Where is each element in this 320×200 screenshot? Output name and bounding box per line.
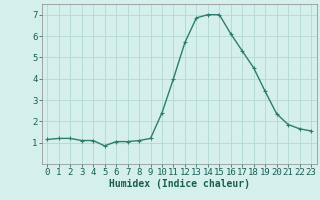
- X-axis label: Humidex (Indice chaleur): Humidex (Indice chaleur): [109, 179, 250, 189]
